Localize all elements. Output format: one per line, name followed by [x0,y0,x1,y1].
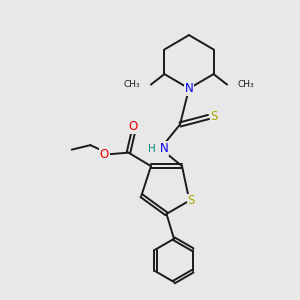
Text: O: O [128,120,138,133]
Text: CH₃: CH₃ [238,80,254,89]
Text: O: O [100,148,109,160]
Text: S: S [210,110,218,124]
Text: N: N [184,82,194,95]
Text: N: N [160,142,169,155]
Text: H: H [148,143,156,154]
Text: S: S [187,194,195,207]
Text: CH₃: CH₃ [124,80,140,89]
